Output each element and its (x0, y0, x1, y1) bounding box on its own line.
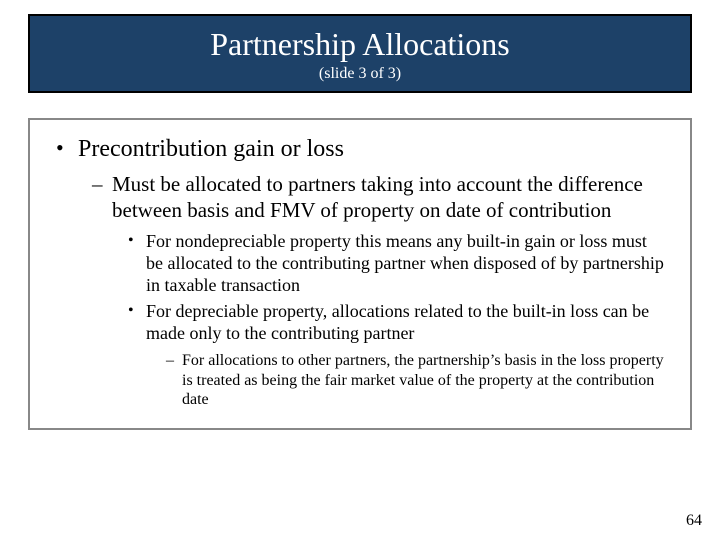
bullet-level-3: For nondepreciable property this means a… (54, 231, 666, 297)
slide-subtitle: (slide 3 of 3) (50, 65, 670, 83)
slide-title: Partnership Allocations (50, 26, 670, 63)
slide: Partnership Allocations (slide 3 of 3) P… (0, 0, 720, 540)
bullet-level-3: For depreciable property, allocations re… (54, 301, 666, 345)
bullet-level-2: Must be allocated to partners taking int… (54, 172, 666, 223)
bullet-level-4: For allocations to other partners, the p… (54, 351, 666, 410)
page-number: 64 (686, 512, 702, 530)
bullet-level-1: Precontribution gain or loss (54, 134, 666, 164)
title-box: Partnership Allocations (slide 3 of 3) (28, 14, 692, 93)
body-box: Precontribution gain or loss Must be all… (28, 118, 692, 430)
